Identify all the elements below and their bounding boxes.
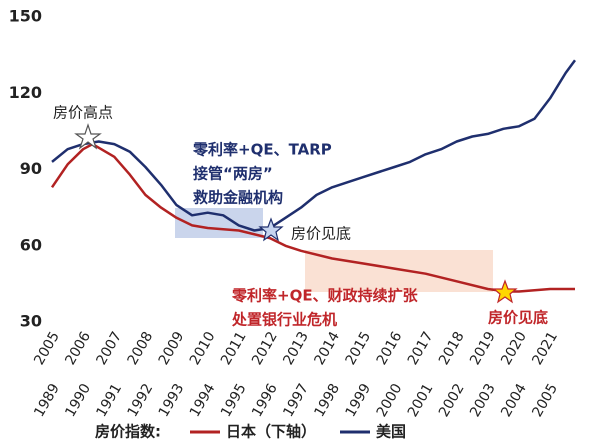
x2-tick-label: 2001 bbox=[405, 381, 437, 420]
x2-tick-label: 1992 bbox=[125, 381, 157, 420]
x-tick-label: 2019 bbox=[467, 329, 499, 368]
x2-tick-label: 1989 bbox=[31, 381, 63, 420]
x-tick-label: 2013 bbox=[280, 329, 312, 368]
x2-tick-label: 1999 bbox=[343, 381, 375, 420]
legend: 日本（下轴） 美国 bbox=[190, 423, 406, 441]
x2-tick-label: 2003 bbox=[467, 381, 499, 420]
y-tick-label: 30 bbox=[20, 312, 42, 331]
legend-title: 房价指数: bbox=[95, 423, 161, 441]
x2-tick-label: 2002 bbox=[436, 381, 468, 420]
legend-label: 美国 bbox=[376, 423, 406, 441]
x-tick-label: 2017 bbox=[405, 329, 437, 368]
x2-tick-label: 1991 bbox=[94, 381, 126, 420]
annotation: 处置银行业危机 bbox=[231, 311, 337, 329]
x2-tick-label: 1994 bbox=[187, 381, 219, 420]
x-tick-label: 2015 bbox=[343, 329, 375, 368]
x2-tick-label: 1996 bbox=[249, 381, 281, 420]
annotation: 零利率+QE、财政持续扩张 bbox=[231, 287, 419, 305]
x-tick-label: 2009 bbox=[156, 329, 188, 368]
x-tick-label: 2011 bbox=[218, 329, 250, 368]
x-tick-label: 2020 bbox=[498, 329, 530, 368]
y-tick-label: 60 bbox=[20, 235, 42, 254]
jp-policy-band bbox=[305, 250, 493, 292]
x-tick-label: 2021 bbox=[529, 329, 561, 368]
annotation: 房价见底 bbox=[291, 225, 351, 243]
y-tick-label: 90 bbox=[20, 159, 42, 178]
annotation: 房价见底 bbox=[488, 309, 548, 327]
x-tick-label: 2007 bbox=[94, 329, 126, 368]
x-tick-label: 2012 bbox=[249, 329, 281, 368]
x2-tick-label: 1997 bbox=[280, 381, 312, 420]
y-tick-label: 150 bbox=[9, 7, 42, 26]
annotation: 零利率+QE、TARP bbox=[192, 141, 332, 159]
annotation: 接管“两房” bbox=[193, 165, 273, 183]
annotation: 房价高点 bbox=[53, 104, 113, 122]
peak-star bbox=[74, 123, 102, 150]
x2-tick-label: 1990 bbox=[62, 381, 94, 420]
x2-tick-label: 1993 bbox=[156, 381, 188, 420]
annotation: 救助金融机构 bbox=[193, 189, 283, 207]
x-tick-label: 2010 bbox=[187, 329, 219, 368]
x2-tick-label: 1995 bbox=[218, 381, 250, 420]
x-tick-label: 2018 bbox=[436, 329, 468, 368]
x2-tick-label: 2005 bbox=[529, 381, 561, 420]
plot-area bbox=[50, 59, 577, 293]
line bbox=[51, 59, 577, 232]
x-tick-label: 2006 bbox=[62, 329, 94, 368]
x-tick-label: 2014 bbox=[311, 329, 343, 368]
x-tick-label: 2005 bbox=[31, 329, 63, 368]
x-tick-label: 2008 bbox=[125, 329, 157, 368]
us-bottom-star bbox=[258, 217, 284, 242]
legend-label: 日本（下轴） bbox=[226, 423, 316, 441]
x2-tick-label: 2004 bbox=[498, 381, 530, 420]
jp-bottom-star bbox=[492, 279, 518, 304]
y-tick-label: 120 bbox=[9, 83, 42, 102]
x2-tick-label: 2000 bbox=[374, 381, 406, 420]
x-tick-label: 2016 bbox=[374, 329, 406, 368]
line bbox=[50, 142, 575, 293]
x2-tick-label: 1998 bbox=[311, 381, 343, 420]
